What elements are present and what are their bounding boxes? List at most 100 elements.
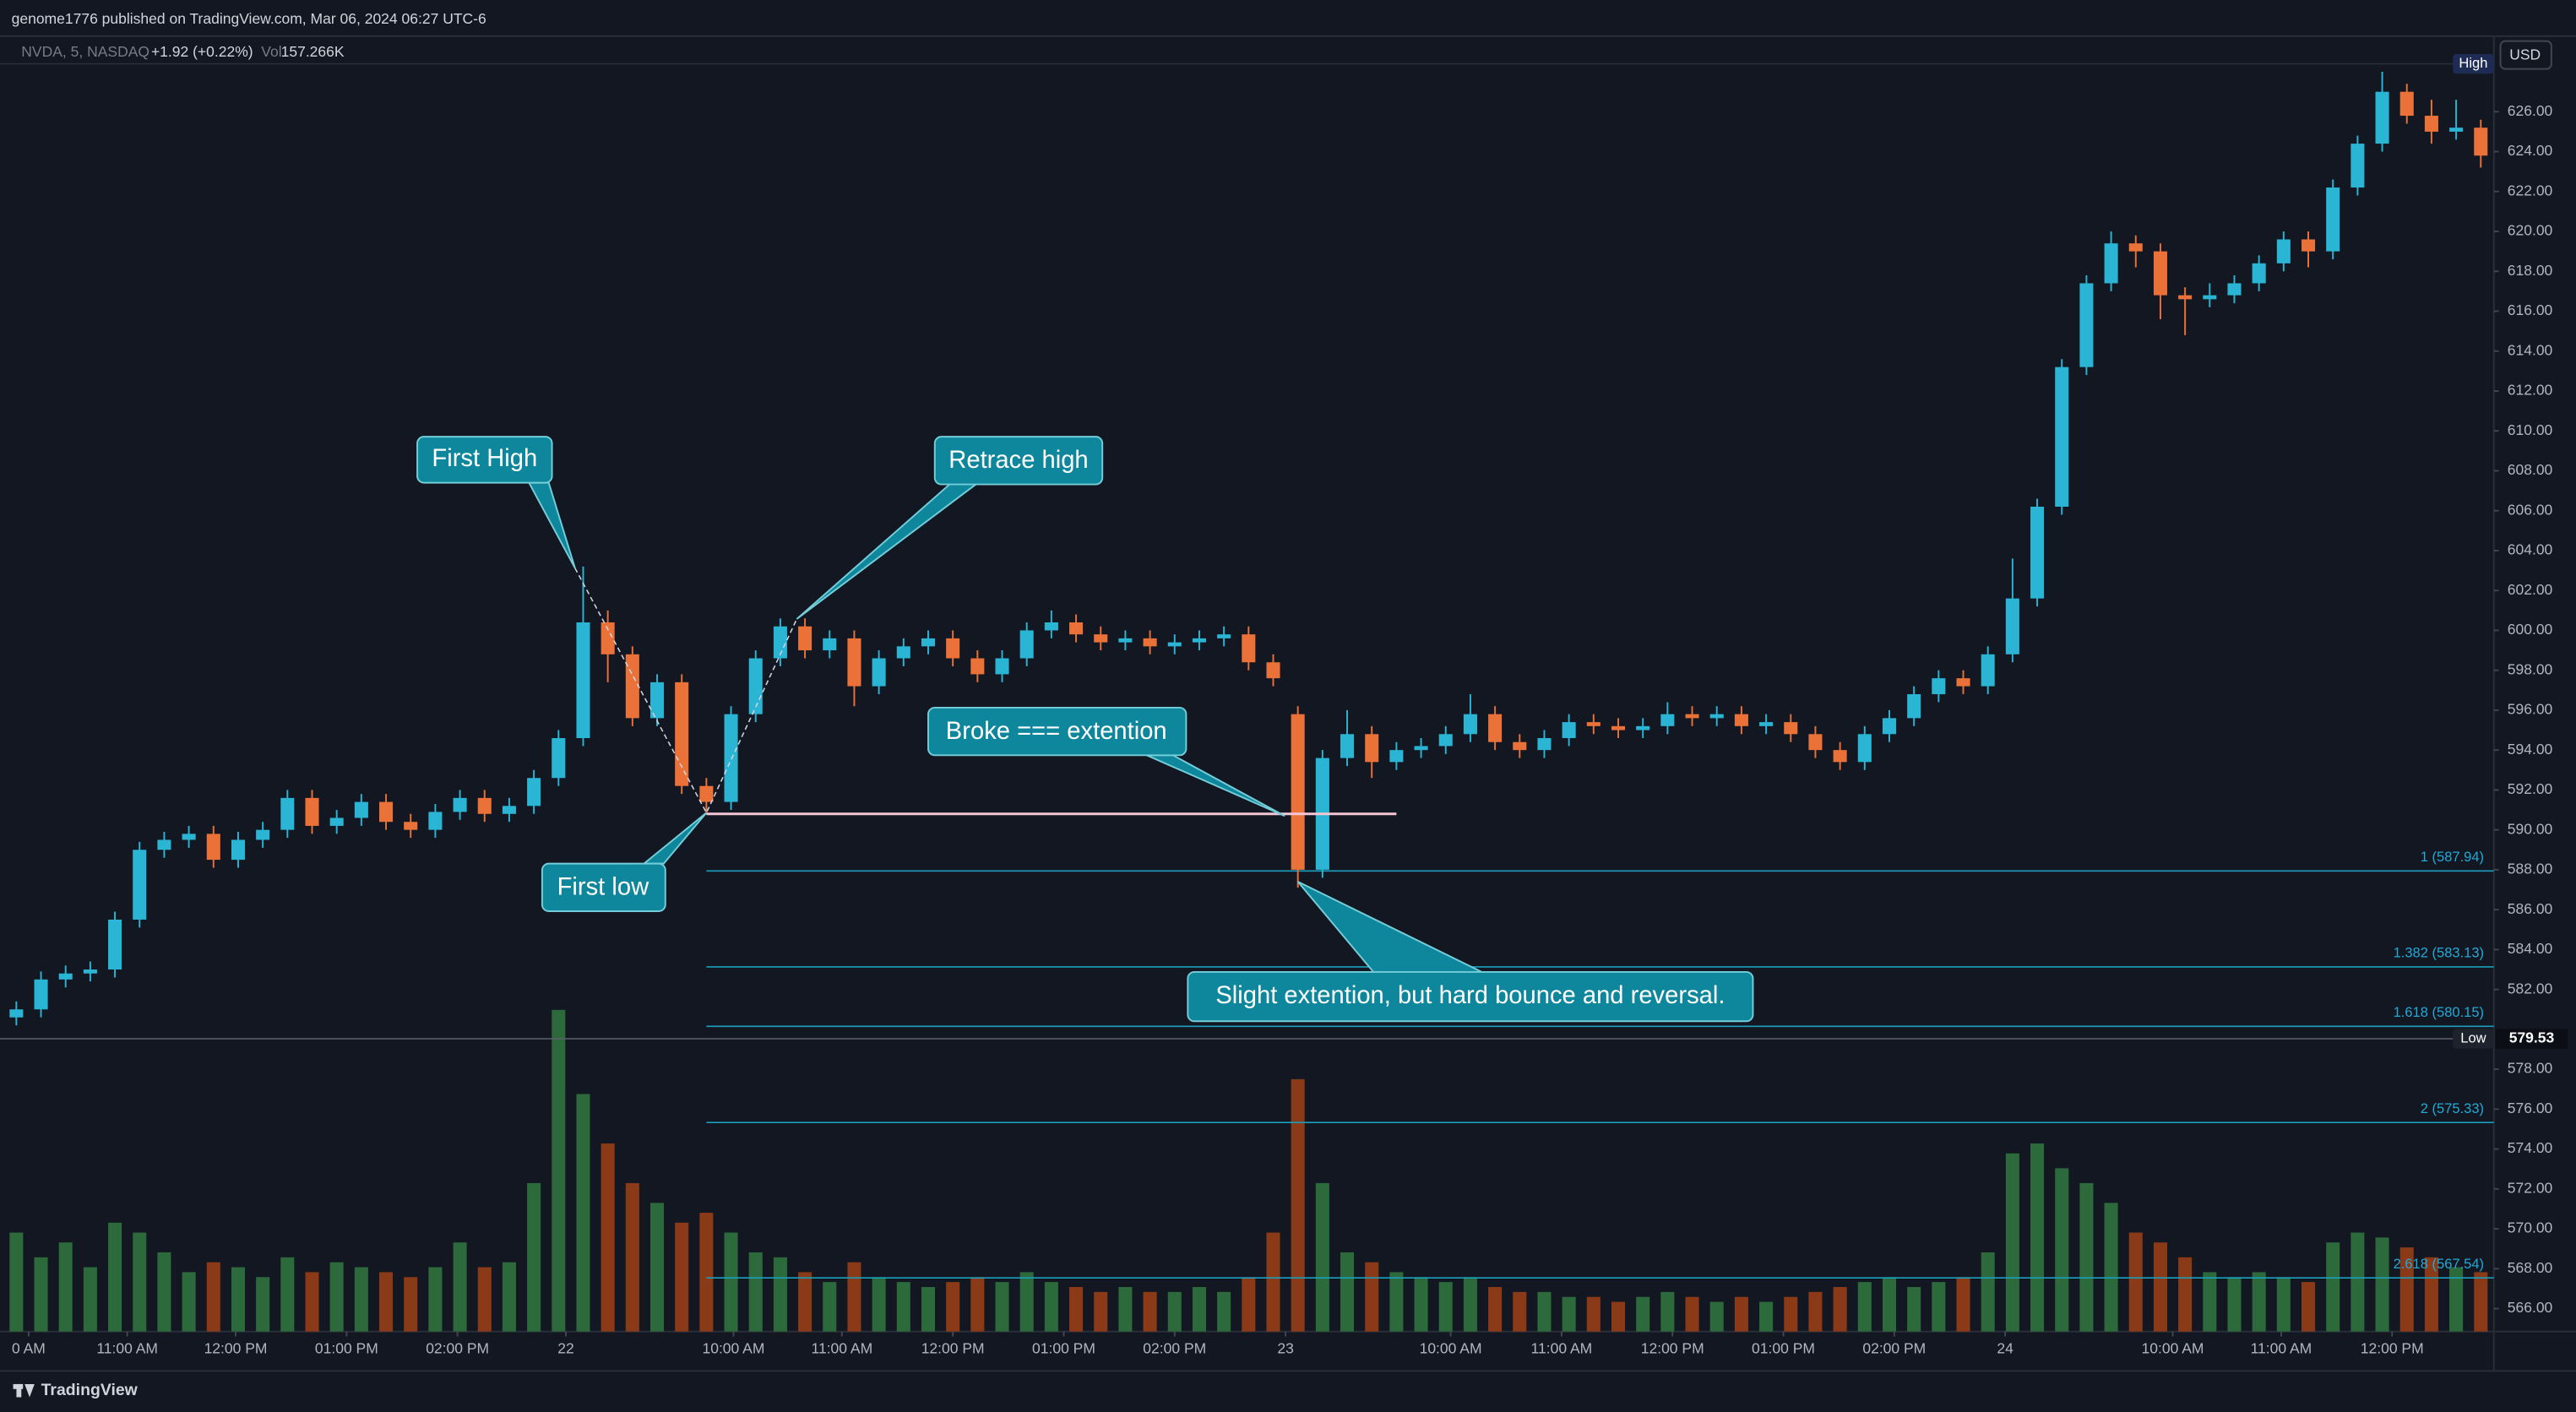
volume-bar bbox=[1315, 1182, 1329, 1332]
volume-bar bbox=[1685, 1296, 1699, 1332]
candle-body bbox=[1044, 622, 1058, 631]
candle-body bbox=[1192, 638, 1206, 643]
callout-box bbox=[933, 436, 1104, 486]
volume-bar bbox=[1094, 1291, 1108, 1332]
change: +1.92 (+0.22%) bbox=[151, 43, 253, 60]
y-tick-label: 612.00 bbox=[2508, 382, 2553, 399]
volume-bar bbox=[305, 1272, 319, 1332]
candle-body bbox=[823, 638, 837, 651]
symbol: NVDA, 5, NASDAQ bbox=[21, 43, 149, 60]
candle-body bbox=[1365, 734, 1379, 763]
volume-bar bbox=[1857, 1282, 1872, 1332]
x-tick-label: 11:00 AM bbox=[1531, 1340, 1593, 1357]
candle-body bbox=[1685, 714, 1699, 719]
callout-box bbox=[1187, 970, 1754, 1023]
volume-bar bbox=[576, 1094, 590, 1332]
volume-bar bbox=[1217, 1291, 1231, 1332]
candle-body bbox=[2178, 295, 2193, 300]
x-tick-label: 10:00 AM bbox=[1420, 1340, 1482, 1357]
callout-box bbox=[416, 436, 553, 484]
volume-bar bbox=[133, 1232, 147, 1332]
volume-bar bbox=[1118, 1286, 1133, 1332]
volume-bar bbox=[1907, 1286, 1921, 1332]
volume-bar bbox=[823, 1282, 837, 1332]
volume-bar bbox=[773, 1257, 787, 1332]
callout-text: First low bbox=[557, 874, 649, 901]
annotation-layer: First High Retrace high Broke === extent… bbox=[416, 436, 1754, 1023]
y-tick-label: 592.00 bbox=[2508, 780, 2553, 797]
volume-bar bbox=[329, 1262, 344, 1332]
x-tick-label: 02:00 PM bbox=[426, 1340, 489, 1357]
candle-body bbox=[2252, 263, 2266, 284]
candle-body bbox=[970, 658, 985, 675]
y-tick-label: 568.00 bbox=[2508, 1259, 2553, 1276]
volume-bar bbox=[2375, 1237, 2389, 1332]
candle-body bbox=[1907, 694, 1921, 719]
fib-label: 2 (575.33) bbox=[2421, 1100, 2484, 1116]
volume-bar bbox=[157, 1252, 171, 1332]
candle-body bbox=[1167, 642, 1182, 647]
volume-bar bbox=[1513, 1291, 1527, 1332]
volume-bar bbox=[1414, 1277, 1428, 1332]
x-tick-label: 24 bbox=[1997, 1340, 2014, 1357]
volume-bar bbox=[1586, 1296, 1600, 1332]
candle-body bbox=[206, 834, 220, 861]
candle-body bbox=[354, 801, 368, 818]
x-tick-label: 02:00 PM bbox=[1143, 1340, 1206, 1357]
candle-body bbox=[2474, 128, 2488, 156]
candle-body bbox=[58, 973, 73, 980]
candle-body bbox=[1808, 734, 1823, 751]
candle-body bbox=[649, 682, 665, 719]
volume-bar bbox=[108, 1222, 122, 1332]
legend: NVDA, 5, NASDAQ +1.92 (+0.22%) Vol 157.2… bbox=[21, 43, 345, 60]
callout-text: Slight extention, but hard bounce and re… bbox=[1215, 982, 1725, 1009]
candle-body bbox=[1242, 634, 1256, 663]
y-tick-label: 578.00 bbox=[2508, 1060, 2553, 1077]
volume-bar bbox=[2276, 1277, 2291, 1332]
y-tick-label: 590.00 bbox=[2508, 820, 2553, 837]
volume-bar bbox=[2079, 1182, 2094, 1332]
volume-bar bbox=[872, 1277, 886, 1332]
volume-bar bbox=[1019, 1272, 1034, 1332]
y-tick-label: 588.00 bbox=[2508, 861, 2553, 877]
candle-body bbox=[995, 658, 1009, 675]
callout-text: Broke === extention bbox=[946, 718, 1167, 745]
volume-bar bbox=[2178, 1257, 2193, 1332]
candle-body bbox=[1734, 714, 1748, 726]
low-badge bbox=[2453, 1029, 2494, 1049]
volume-bar bbox=[2104, 1203, 2118, 1332]
x-tick-label: 12:00 PM bbox=[2361, 1340, 2424, 1357]
y-tick-label: 602.00 bbox=[2508, 581, 2553, 598]
y-tick-label: 616.00 bbox=[2508, 301, 2553, 318]
volume-bar bbox=[1389, 1272, 1404, 1332]
candle-body bbox=[1857, 734, 1872, 763]
currency-box[interactable] bbox=[2499, 40, 2552, 70]
candle-body bbox=[379, 801, 394, 823]
fib-label: 1.618 (580.15) bbox=[2394, 1004, 2484, 1020]
candle-body bbox=[1414, 746, 1428, 751]
volume-bar bbox=[699, 1213, 714, 1332]
x-tick-label: 01:00 PM bbox=[1032, 1340, 1095, 1357]
high-badge bbox=[2453, 53, 2494, 74]
candle-body bbox=[453, 797, 467, 812]
candle-body bbox=[773, 626, 787, 659]
volume-bar bbox=[1340, 1252, 1355, 1332]
candle-body bbox=[2203, 295, 2217, 300]
y-tick-label: 624.00 bbox=[2508, 142, 2553, 159]
y-tick-label: 584.00 bbox=[2508, 940, 2553, 957]
volume-bar bbox=[946, 1282, 960, 1332]
callout-text: Retrace high bbox=[948, 447, 1088, 474]
volume-bar bbox=[1242, 1277, 1256, 1332]
volume-bar bbox=[2301, 1282, 2316, 1332]
candle-body bbox=[1094, 634, 1108, 643]
candle-body bbox=[724, 714, 738, 802]
y-tick-label: 610.00 bbox=[2508, 421, 2553, 438]
candle-body bbox=[329, 817, 344, 826]
candle-body bbox=[502, 806, 516, 814]
volume-bar bbox=[1537, 1291, 1552, 1332]
candle-body bbox=[576, 622, 590, 739]
currency[interactable]: USD bbox=[2509, 46, 2541, 63]
volume-bar bbox=[1611, 1301, 1626, 1332]
low-price-box bbox=[2495, 1029, 2568, 1049]
